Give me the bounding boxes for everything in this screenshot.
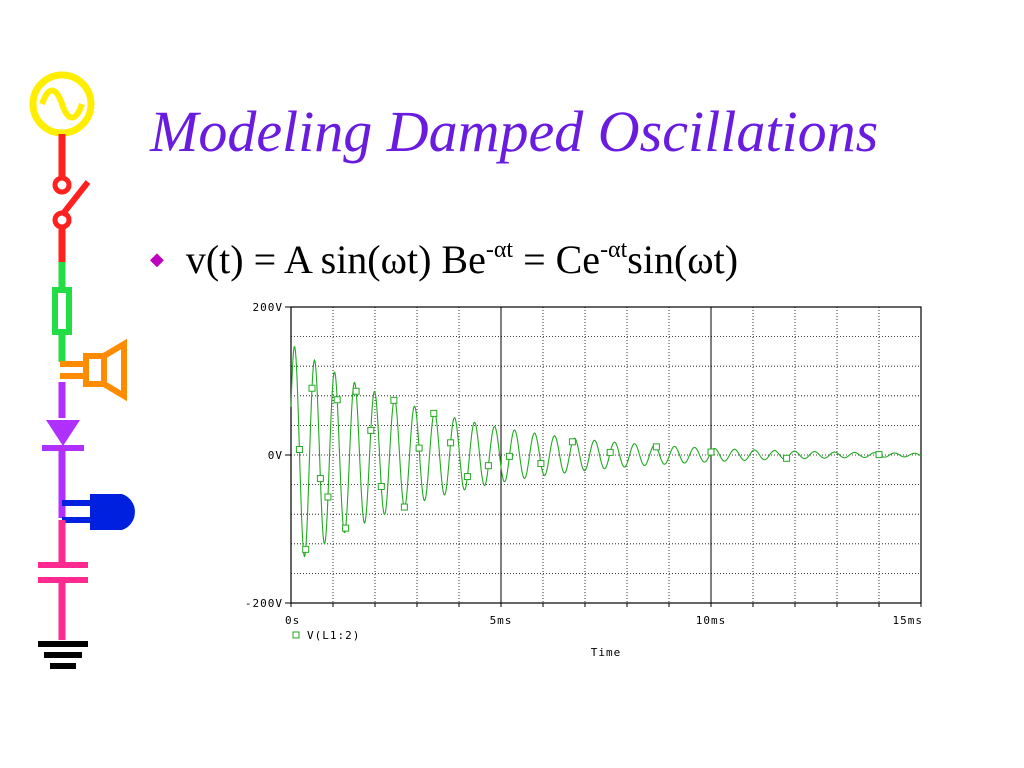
- series-marker: [415, 444, 423, 452]
- y-tick-label: 200V: [253, 301, 284, 314]
- ground-icon: [38, 641, 88, 669]
- circuit-decoration: [29, 71, 135, 669]
- y-tick-label: 0V: [268, 449, 283, 462]
- series-marker: [707, 448, 715, 456]
- legend-label: V(L1:2): [307, 629, 360, 642]
- ac-source-icon: [29, 71, 95, 137]
- lamp-icon: [62, 494, 135, 530]
- series-marker: [606, 448, 614, 456]
- capacitor-icon: [38, 520, 88, 640]
- series-marker: [430, 409, 438, 417]
- equation-exponent-1: -αt: [485, 237, 514, 263]
- equation-part-2: = Ce: [513, 237, 601, 282]
- series-marker: [652, 443, 660, 451]
- series-marker: [447, 439, 455, 447]
- series-marker: [390, 396, 398, 404]
- x-tick-label: 0s: [285, 614, 300, 627]
- switch-icon: [52, 134, 91, 262]
- legend-marker: [292, 631, 300, 639]
- equation-part-1: v(t) = A sin(ωt) Be: [185, 237, 486, 282]
- series-marker: [295, 445, 303, 453]
- series-marker: [463, 473, 471, 481]
- series-marker: [352, 387, 360, 395]
- speaker-icon: [60, 338, 127, 402]
- bullet-diamond-icon: ◆: [150, 249, 164, 269]
- series-marker: [302, 545, 310, 553]
- series-marker: [537, 460, 545, 468]
- series-marker: [568, 438, 576, 446]
- series-marker: [400, 503, 408, 511]
- x-axis-label: Time: [591, 646, 622, 659]
- series-marker: [333, 396, 341, 404]
- series-line: [290, 345, 922, 558]
- y-tick-label: -200V: [245, 597, 283, 610]
- series-marker: [367, 426, 375, 434]
- series-marker: [324, 493, 332, 501]
- series-marker: [316, 475, 324, 483]
- diode-icon: [42, 382, 84, 518]
- series-marker: [342, 524, 350, 532]
- series-marker: [505, 452, 513, 460]
- resistor-icon: [52, 262, 72, 362]
- series-marker: [308, 384, 316, 392]
- slide-title: Modeling Damped Oscillations: [150, 99, 879, 164]
- series-marker: [377, 482, 385, 490]
- series-marker: [484, 462, 492, 470]
- series-marker: [875, 451, 883, 459]
- equation-exponent-2: -αt: [600, 237, 628, 263]
- x-tick-label: 15ms: [893, 614, 924, 627]
- equation-part-3: sin(ωt): [627, 237, 739, 282]
- series-marker: [783, 454, 791, 462]
- x-tick-label: 5ms: [490, 614, 513, 627]
- x-tick-label: 10ms: [696, 614, 727, 627]
- bullet-equation: ◆ v(t) = A sin(ωt) Be -αt = Ce -αt sin(ω…: [150, 236, 738, 283]
